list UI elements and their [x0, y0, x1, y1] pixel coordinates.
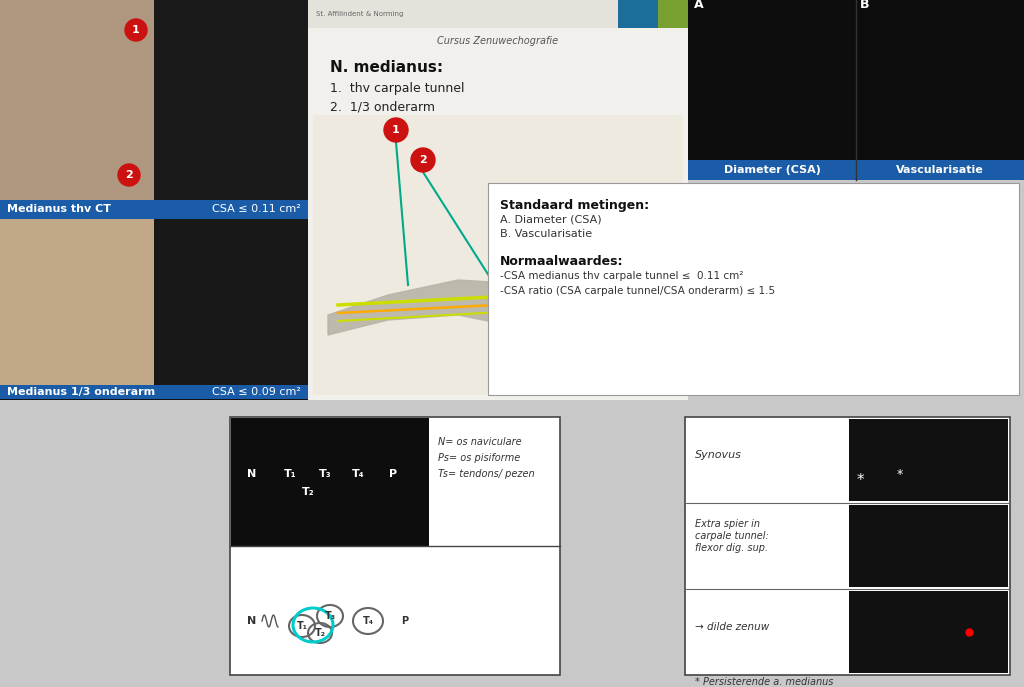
FancyBboxPatch shape — [154, 219, 308, 385]
Polygon shape — [328, 280, 598, 335]
Text: CSA ≤ 0.09 cm²: CSA ≤ 0.09 cm² — [212, 387, 301, 397]
Circle shape — [411, 148, 435, 172]
Text: 2.  1/3 onderarm: 2. 1/3 onderarm — [330, 100, 435, 113]
Text: N: N — [248, 616, 257, 626]
Text: Diameter (CSA): Diameter (CSA) — [724, 165, 820, 175]
Circle shape — [125, 19, 147, 41]
Text: N. medianus:: N. medianus: — [330, 60, 443, 75]
Text: 1.  thv carpale tunnel: 1. thv carpale tunnel — [330, 82, 465, 95]
Text: St. Affilindent & Norming: St. Affilindent & Norming — [316, 11, 403, 17]
Text: T₂: T₂ — [302, 487, 314, 497]
Text: *: * — [897, 468, 903, 481]
FancyBboxPatch shape — [0, 0, 308, 400]
Text: N= os naviculare: N= os naviculare — [438, 437, 521, 447]
Text: P: P — [401, 616, 409, 626]
Text: Vascularisatie: Vascularisatie — [896, 165, 984, 175]
Text: A. Diameter (CSA): A. Diameter (CSA) — [500, 215, 602, 225]
Text: Cursus Zenuwechografie: Cursus Zenuwechografie — [437, 36, 558, 46]
FancyBboxPatch shape — [231, 418, 429, 546]
Polygon shape — [548, 225, 683, 325]
Text: *: * — [857, 473, 864, 488]
Text: Normaalwaardes:: Normaalwaardes: — [500, 255, 624, 268]
Text: T₁: T₁ — [284, 469, 296, 479]
FancyBboxPatch shape — [308, 0, 688, 400]
Text: T₃: T₃ — [325, 611, 336, 621]
FancyBboxPatch shape — [230, 417, 560, 675]
Text: CSA ≤ 0.11 cm²: CSA ≤ 0.11 cm² — [212, 205, 301, 214]
Circle shape — [118, 164, 140, 186]
Text: Medianus thv CT: Medianus thv CT — [7, 205, 111, 214]
Text: * Persisterende a. medianus: * Persisterende a. medianus — [695, 677, 834, 687]
Text: A: A — [694, 0, 703, 11]
Text: T₄: T₄ — [351, 469, 365, 479]
FancyBboxPatch shape — [849, 419, 1008, 501]
Circle shape — [384, 118, 408, 142]
FancyBboxPatch shape — [313, 115, 683, 395]
Text: Extra spier in
carpale tunnel:
flexor dig. sup.: Extra spier in carpale tunnel: flexor di… — [695, 519, 769, 554]
FancyBboxPatch shape — [688, 160, 1024, 180]
FancyBboxPatch shape — [0, 200, 308, 219]
Text: B: B — [860, 0, 869, 11]
Text: Standaard metingen:: Standaard metingen: — [500, 199, 649, 212]
FancyBboxPatch shape — [685, 417, 1010, 675]
FancyBboxPatch shape — [658, 0, 688, 28]
FancyBboxPatch shape — [0, 0, 154, 200]
Text: Synovus: Synovus — [695, 450, 741, 460]
FancyBboxPatch shape — [154, 0, 308, 200]
Text: T₁: T₁ — [297, 621, 307, 631]
Text: 2: 2 — [419, 155, 427, 165]
FancyBboxPatch shape — [0, 385, 308, 399]
Text: -CSA ratio (CSA carpale tunnel/CSA onderarm) ≤ 1.5: -CSA ratio (CSA carpale tunnel/CSA onder… — [500, 286, 775, 296]
Text: 2: 2 — [125, 170, 133, 180]
Text: Medianus 1/3 onderarm: Medianus 1/3 onderarm — [7, 387, 155, 397]
Text: 1: 1 — [392, 125, 400, 135]
FancyBboxPatch shape — [488, 183, 1019, 395]
FancyBboxPatch shape — [849, 505, 1008, 587]
FancyBboxPatch shape — [308, 0, 688, 28]
Text: Ts= tendons/ pezen: Ts= tendons/ pezen — [438, 469, 535, 479]
Text: -CSA medianus thv carpale tunnel ≤  0.11 cm²: -CSA medianus thv carpale tunnel ≤ 0.11 … — [500, 271, 743, 281]
FancyBboxPatch shape — [0, 400, 1024, 415]
Text: Ps= os pisiforme: Ps= os pisiforme — [438, 453, 520, 463]
FancyBboxPatch shape — [688, 0, 1024, 180]
Text: T₃: T₃ — [318, 469, 332, 479]
Text: T₄: T₄ — [362, 616, 374, 626]
Text: 1: 1 — [132, 25, 140, 35]
FancyBboxPatch shape — [849, 591, 1008, 673]
FancyBboxPatch shape — [618, 0, 658, 28]
Text: N: N — [248, 469, 257, 479]
Text: → dilde zenuw: → dilde zenuw — [695, 622, 769, 632]
Text: T₂: T₂ — [314, 628, 326, 638]
FancyBboxPatch shape — [0, 219, 154, 385]
Text: B. Vascularisatie: B. Vascularisatie — [500, 229, 592, 239]
Text: P: P — [389, 469, 397, 479]
